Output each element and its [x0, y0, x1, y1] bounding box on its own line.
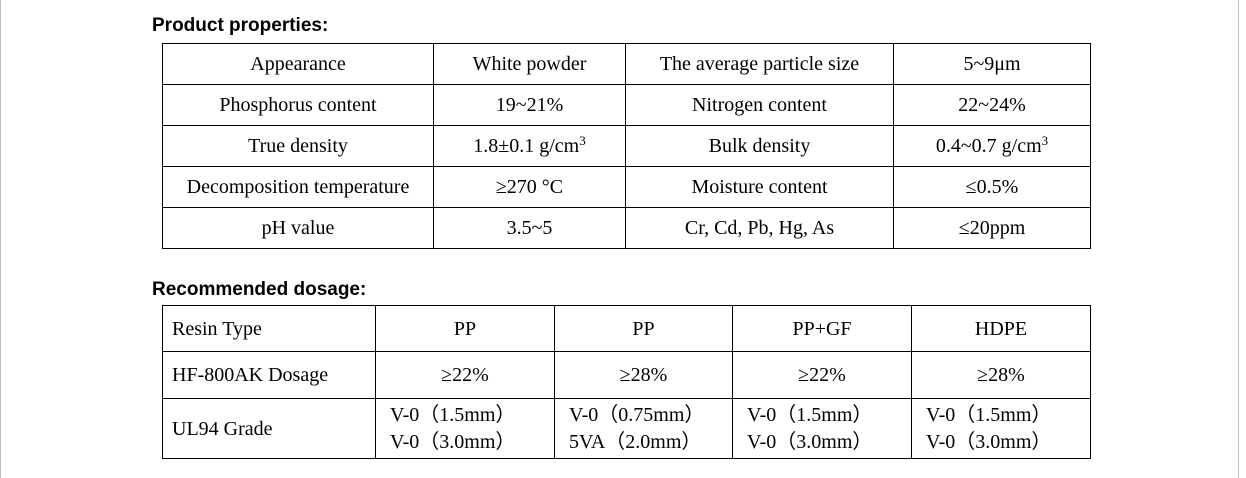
property-value: 3.5~5: [433, 207, 626, 249]
table-row: HF-800AK Dosage ≥22% ≥28% ≥22% ≥28%: [162, 351, 1091, 399]
row-label: UL94 Grade: [162, 398, 376, 459]
superscript: 3: [579, 133, 586, 148]
bulk-density-value: 0.4~0.7 g/cm: [935, 135, 1042, 157]
table-row: True density 1.8±0.1 g/cm3 Bulk density …: [162, 125, 1091, 167]
property-name: Cr, Cd, Pb, Hg, As: [625, 207, 894, 249]
table-row: UL94 Grade V-0（1.5mm） V-0（3.0mm） V-0（0.7…: [162, 398, 1091, 459]
product-properties-heading: Product properties:: [152, 15, 329, 36]
grade-line: V-0（1.5mm）: [747, 403, 873, 426]
table-row: Appearance White powder The average part…: [162, 43, 1091, 85]
property-name: Appearance: [162, 43, 434, 85]
table-row: Resin Type PP PP PP+GF HDPE: [162, 305, 1091, 352]
property-value: 19~21%: [433, 84, 626, 126]
grade-cell: V-0（1.5mm） V-0（3.0mm）: [732, 398, 912, 459]
dosage-cell: ≥22%: [732, 351, 912, 399]
table-row: Decomposition temperature ≥270 °C Moistu…: [162, 166, 1091, 208]
grade-line: V-0（3.0mm）: [926, 430, 1052, 453]
dosage-cell: ≥28%: [911, 351, 1091, 399]
property-name: True density: [162, 125, 434, 167]
property-value: ≥270 °C: [433, 166, 626, 208]
property-name: pH value: [162, 207, 434, 249]
resin-type-cell: HDPE: [911, 305, 1091, 352]
property-name: Decomposition temperature: [162, 166, 434, 208]
dosage-cell: ≥28%: [554, 351, 733, 399]
property-value: ≤0.5%: [893, 166, 1091, 208]
property-name: Bulk density: [625, 125, 894, 167]
grade-line: 5VA（2.0mm）: [569, 430, 702, 453]
row-label: HF-800AK Dosage: [162, 351, 376, 399]
page-left-edge: [0, 0, 1, 478]
grade-cell: V-0（1.5mm） V-0（3.0mm）: [375, 398, 555, 459]
row-label: Resin Type: [162, 305, 376, 352]
grade-line: V-0（1.5mm）: [390, 403, 516, 426]
table-row: Phosphorus content 19~21% Nitrogen conte…: [162, 84, 1091, 126]
grade-line: V-0（1.5mm）: [926, 403, 1052, 426]
superscript: 3: [1041, 133, 1049, 148]
resin-type-cell: PP+GF: [732, 305, 912, 352]
property-name: Moisture content: [625, 166, 894, 208]
property-name: Phosphorus content: [162, 84, 434, 126]
recommended-dosage-heading: Recommended dosage:: [152, 279, 367, 300]
true-density-value: 1.8±0.1 g/cm: [473, 135, 580, 157]
recommended-dosage-table: Resin Type PP PP PP+GF HDPE HF-800AK Dos…: [162, 305, 1091, 459]
grade-cell: V-0（1.5mm） V-0（3.0mm）: [911, 398, 1091, 459]
property-value: 5~9μm: [893, 43, 1091, 85]
grade-cell: V-0（0.75mm） 5VA（2.0mm）: [554, 398, 733, 459]
page-right-edge: [1238, 0, 1239, 478]
grade-line: V-0（0.75mm）: [569, 403, 705, 426]
property-name: Nitrogen content: [625, 84, 894, 126]
dosage-cell: ≥22%: [375, 351, 555, 399]
property-value: 0.4~0.7 g/cm3: [893, 125, 1091, 167]
grade-line: V-0（3.0mm）: [390, 430, 516, 453]
property-name: The average particle size: [625, 43, 894, 85]
property-value: 1.8±0.1 g/cm3: [433, 125, 626, 167]
property-value: ≤20ppm: [893, 207, 1091, 249]
resin-type-cell: PP: [375, 305, 555, 352]
product-properties-table: Appearance White powder The average part…: [162, 43, 1091, 249]
property-value: White powder: [433, 43, 626, 85]
resin-type-cell: PP: [554, 305, 733, 352]
grade-line: V-0（3.0mm）: [747, 430, 873, 453]
table-row: pH value 3.5~5 Cr, Cd, Pb, Hg, As ≤20ppm: [162, 207, 1091, 249]
property-value: 22~24%: [893, 84, 1091, 126]
